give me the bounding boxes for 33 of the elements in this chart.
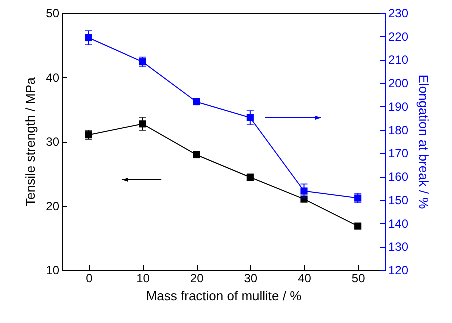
y-axis-title: Tensile strength / MPa [23, 76, 38, 206]
point [193, 151, 200, 159]
y2-tick-label: 140 [388, 216, 409, 231]
point [354, 222, 362, 230]
y2-tick-label: 130 [388, 240, 409, 254]
y2-axis-title: Elongation at break / % [416, 74, 432, 210]
y2-tick-label: 190 [388, 100, 409, 114]
y2-tick-label: 160 [388, 170, 409, 184]
y-tick-label: 40 [46, 70, 60, 85]
point [139, 58, 146, 66]
y2-tick-label: 220 [388, 30, 409, 44]
y2-tick-label: 180 [388, 123, 409, 138]
x-tick-label: 0 [86, 272, 94, 286]
y-tick-label: 50 [46, 6, 60, 20]
x-tick-label: 20 [190, 272, 204, 286]
point [300, 188, 308, 195]
y2-tick-label: 120 [388, 264, 409, 278]
x-tick-label: 30 [244, 272, 258, 286]
y2-tick-label: 200 [388, 76, 409, 91]
x-tick-label: 40 [298, 272, 312, 286]
y2-tick-label: 210 [388, 53, 409, 68]
y-tick-label: 30 [46, 135, 60, 149]
x-tick-label: 10 [136, 272, 150, 286]
x-axis-title: Mass fraction of mullite / % [146, 288, 302, 304]
y2-tick-label: 230 [388, 6, 409, 20]
x-tick-label: 50 [352, 272, 366, 286]
point [246, 114, 254, 122]
point [193, 98, 200, 106]
y-tick-label: 20 [46, 199, 60, 214]
point [85, 34, 92, 42]
y2-tick-label: 170 [388, 146, 409, 161]
point [139, 120, 146, 128]
y2-tick-label: 150 [388, 193, 409, 208]
